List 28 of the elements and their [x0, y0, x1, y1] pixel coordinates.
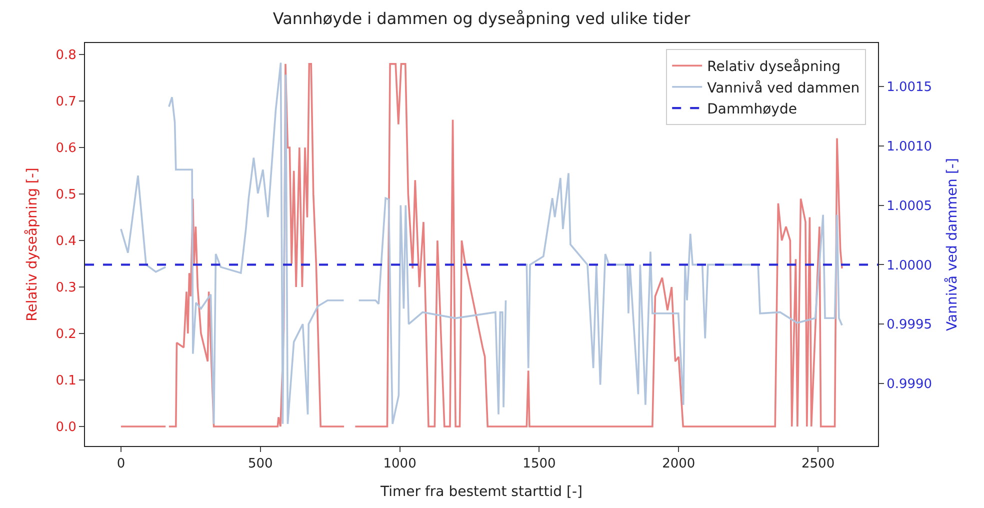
y2-tick-label: 1.0015 — [886, 80, 932, 96]
legend-label: Vannivå ved dammen — [707, 79, 860, 96]
y2-tick-label: 1.0010 — [886, 139, 932, 154]
legend-label: Relativ dyseåpning — [707, 58, 840, 76]
y-tick-label: 0.1 — [56, 374, 76, 389]
y2-tick-label: 1.0005 — [886, 198, 932, 214]
x-tick-label: 2500 — [802, 456, 835, 472]
x-tick-label: 500 — [248, 456, 273, 472]
y-tick-label: 0.4 — [56, 234, 76, 250]
y-tick-label: 0.8 — [56, 48, 76, 64]
x-axis-title: Timer fra bestemt starttid [-] — [380, 484, 582, 500]
x-tick-label: 1500 — [522, 456, 556, 472]
y-tick-label: 0.6 — [56, 141, 76, 156]
y-tick-label: 0.7 — [56, 94, 76, 110]
y-axis-title: Relativ dyseåpning [-] — [23, 168, 40, 322]
y2-tick-label: 0.9990 — [886, 377, 932, 392]
y2-tick-label: 1.0000 — [886, 258, 932, 274]
legend-label: Dammhøyde — [707, 102, 797, 118]
x-tick-label: 1000 — [383, 456, 416, 472]
y-tick-label: 0.3 — [56, 280, 76, 296]
y-tick-label: 0.0 — [56, 420, 76, 436]
y2-axis-title: Vannivå ved dammen [-] — [943, 158, 960, 331]
x-tick-label: 2000 — [662, 456, 696, 472]
y-tick-label: 0.2 — [56, 327, 76, 342]
y-tick-label: 0.5 — [56, 188, 76, 203]
x-tick-label: 0 — [116, 456, 126, 472]
chart-title: Vannhøyde i dammen og dyseåpning ved ulike tider — [272, 8, 691, 28]
y2-tick-label: 0.9995 — [886, 318, 932, 333]
